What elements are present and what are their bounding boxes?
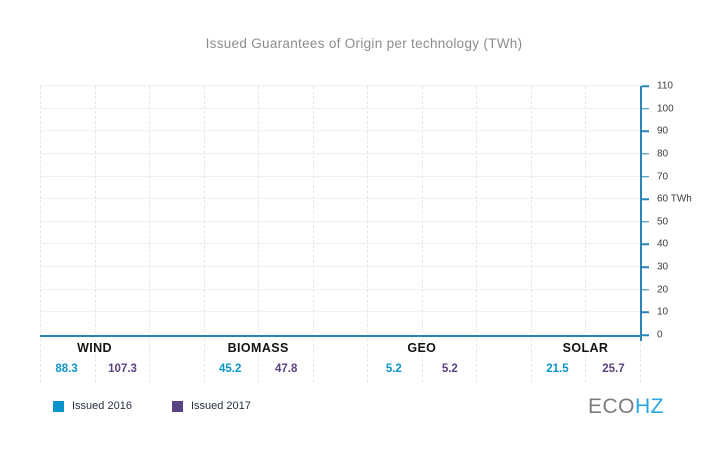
y-axis-tick xyxy=(642,153,649,155)
y-axis-tick xyxy=(642,85,649,87)
value-label-issued-2017-wind: 107.3 xyxy=(108,363,137,375)
y-axis-tick xyxy=(642,243,649,246)
y-axis-tick-label: 0 xyxy=(657,329,663,341)
category-label-biomass: BIOMASS xyxy=(227,341,289,355)
y-axis-tick-label: 50 xyxy=(657,216,669,228)
y-axis-tick-label: 80 xyxy=(657,148,669,160)
y-axis-tick-label: 90 xyxy=(657,125,669,137)
value-labels: 88.3 107.3 45.2 47.8 5.2 5.2 21.5 25.7 xyxy=(40,363,640,378)
y-axis-tick xyxy=(642,130,649,133)
value-group-biomass: 45.2 47.8 xyxy=(208,363,308,375)
legend-swatch-2016 xyxy=(53,400,64,412)
h-gridline xyxy=(40,152,640,154)
y-axis-tick xyxy=(642,266,649,268)
y-axis-tick xyxy=(642,175,649,178)
h-gridline xyxy=(40,288,640,290)
h-gridline xyxy=(40,311,640,313)
h-gridline xyxy=(40,85,640,86)
value-label-issued-2017-biomass: 47.8 xyxy=(274,363,298,375)
y-axis-tick xyxy=(642,334,649,336)
value-group-geo: 5.2 5.2 xyxy=(372,363,472,375)
plot-area xyxy=(40,85,640,337)
y-axis-tick xyxy=(642,288,649,291)
value-label-issued-2016-geo: 5.2 xyxy=(385,363,402,375)
y-axis-tick-label: 40 xyxy=(657,238,669,250)
value-label-issued-2016-wind: 88.3 xyxy=(55,363,78,375)
y-axis-tick-label: 30 xyxy=(657,261,669,273)
y-axis-tick-label: 60 TWh xyxy=(657,193,692,205)
chart-title: Issued Guarantees of Origin per technolo… xyxy=(205,36,523,51)
legend-label-2016: Issued 2016 xyxy=(72,400,132,412)
value-label-issued-2017-solar: 25.7 xyxy=(602,363,625,375)
y-axis-tick-label: 20 xyxy=(657,284,669,296)
y-axis-tick-label: 100 xyxy=(657,103,674,115)
value-label-issued-2016-solar: 21.5 xyxy=(546,363,569,375)
value-group-solar: 21.5 25.7 xyxy=(535,363,635,375)
category-label-wind: WIND xyxy=(77,341,112,355)
h-gridline xyxy=(40,220,640,222)
legend-label-2017: Issued 2017 xyxy=(190,400,251,412)
y-axis-tick xyxy=(642,198,649,200)
y-axis-tick-label: 110 xyxy=(657,80,673,92)
y-axis-tick-label: 70 xyxy=(657,171,669,183)
legend-swatch-2017 xyxy=(171,400,183,412)
h-gridline xyxy=(40,198,640,200)
ecohz-logo: ECOHZ xyxy=(588,395,664,419)
y-axis-tick xyxy=(642,221,649,223)
y-axis-tick xyxy=(642,107,649,110)
legend-item-2017: Issued 2017 xyxy=(171,400,251,412)
h-gridline xyxy=(40,266,640,268)
value-label-issued-2017-geo: 5.2 xyxy=(441,363,458,375)
y-axis-tick xyxy=(642,311,649,314)
legend: Issued 2016 Issued 2017 xyxy=(53,400,291,412)
category-label-solar: SOLAR xyxy=(562,341,609,355)
h-gridline xyxy=(40,107,640,109)
logo-eco-text: ECO xyxy=(587,395,635,418)
y-axis: 0 10 20 30 40 50 60 TWh 70 80 90 100 110 xyxy=(640,81,710,341)
h-gridline xyxy=(40,175,640,177)
y-axis-tick-label: 10 xyxy=(657,306,669,318)
category-label-geo: GEO xyxy=(407,341,437,355)
value-label-issued-2016-biomass: 45.2 xyxy=(218,363,242,375)
logo-hz-text: HZ xyxy=(635,395,664,418)
h-gridline xyxy=(40,130,640,132)
value-group-wind: 88.3 107.3 xyxy=(45,363,145,375)
category-labels: WIND BIOMASS GEO SOLAR xyxy=(40,341,640,356)
h-gridline xyxy=(40,243,640,245)
y-axis-line xyxy=(640,86,642,341)
legend-item-2016: Issued 2016 xyxy=(53,400,132,412)
